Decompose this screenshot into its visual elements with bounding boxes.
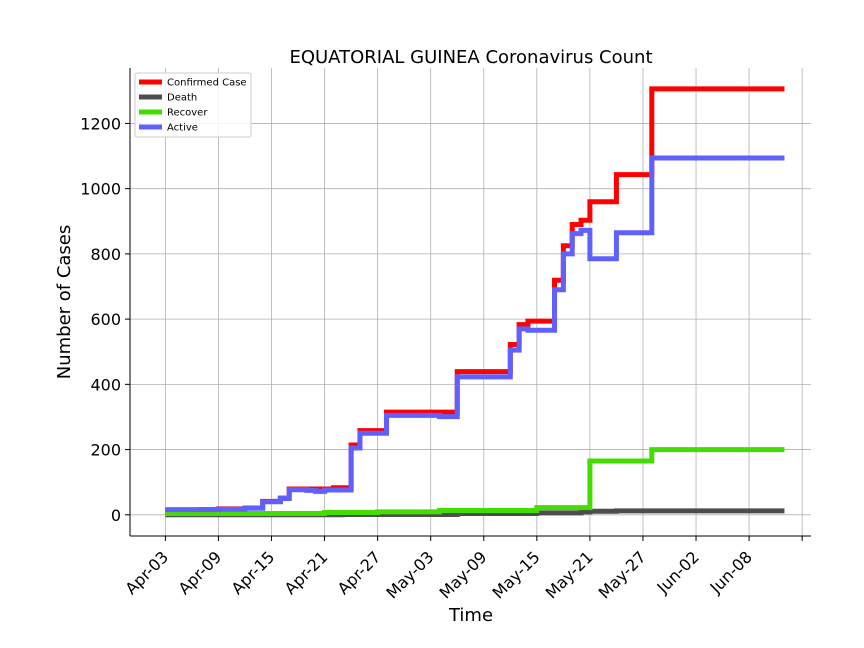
legend-label: Active	[167, 123, 198, 134]
x-tick-label: May-03	[382, 547, 437, 602]
x-tick-label: Jun-02	[653, 547, 703, 597]
x-tick-label: May-27	[595, 547, 650, 602]
legend-label: Recover	[167, 108, 208, 119]
legend-label: Death	[167, 93, 197, 104]
chart-title: EQUATORIAL GUINEA Coronavirus Count	[289, 47, 652, 68]
x-tick-label: Apr-03	[121, 547, 172, 598]
y-tick-label: 0	[111, 506, 121, 525]
y-tick-label: 800	[90, 245, 121, 264]
y-tick-label: 200	[90, 441, 121, 460]
y-tick-label: 600	[90, 310, 121, 329]
legend-label: Confirmed Case	[167, 78, 247, 89]
x-tick-label: May-09	[435, 547, 490, 602]
x-tick-label: May-21	[542, 547, 597, 602]
x-axis-label: Time	[448, 605, 493, 626]
x-tick-label: Apr-27	[334, 547, 385, 598]
x-tick-label: Apr-21	[281, 547, 332, 598]
y-axis-label: Number of Cases	[54, 225, 75, 380]
y-tick-label: 1000	[80, 180, 121, 199]
y-tick-label: 1200	[80, 114, 121, 133]
plot-background	[130, 68, 811, 536]
x-tick-label: Apr-15	[228, 547, 279, 598]
x-tick-label: May-15	[489, 547, 544, 602]
y-tick-label: 400	[90, 375, 121, 394]
x-tick-label: Jun-08	[706, 547, 756, 597]
x-tick-label: Apr-09	[175, 547, 226, 598]
legend: Confirmed Case Death Recover Active	[135, 73, 251, 137]
